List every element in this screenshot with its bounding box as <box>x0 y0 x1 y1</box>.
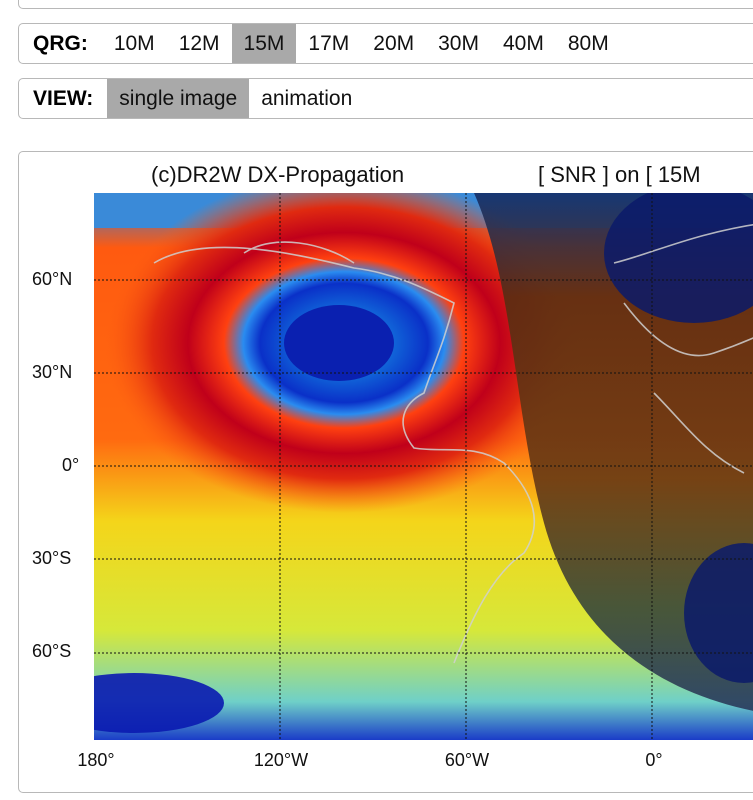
snr-center <box>284 305 394 381</box>
single-image-button[interactable]: single image <box>107 79 250 118</box>
propagation-map-image <box>94 193 753 740</box>
view-selector-label: VIEW: <box>33 86 94 110</box>
band-12m-button[interactable]: 12M <box>178 31 220 55</box>
map-subtitle: [ SNR ] on [ 15M <box>538 162 701 187</box>
band-selector-label: QRG: <box>33 31 88 55</box>
lon-label-0: 0° <box>645 750 663 770</box>
graticule <box>94 193 753 740</box>
lat-label-30s: 30°S <box>32 548 72 568</box>
band-selector-bar: QRG: 10M 12M 15M 17M 20M 30M 40M 80M <box>18 23 753 64</box>
band-17m-button[interactable]: 17M <box>308 31 350 55</box>
lon-label-180: 180° <box>77 750 115 770</box>
lat-label-30n: 30°N <box>32 362 73 382</box>
band-15m-button[interactable]: 15M <box>231 24 297 63</box>
lon-label-120w: 120°W <box>253 750 309 770</box>
view-selector-bar: VIEW: single image animation <box>18 78 753 119</box>
coastlines <box>153 223 753 664</box>
band-10m-button[interactable]: 10M <box>113 31 155 55</box>
top-panel-edge <box>18 0 753 9</box>
band-20m-button[interactable]: 20M <box>373 31 415 55</box>
animation-button[interactable]: animation <box>261 86 353 110</box>
band-80m-button[interactable]: 80M <box>567 31 609 55</box>
lat-label-60s: 60°S <box>32 641 72 661</box>
dark-region-europe <box>604 193 753 323</box>
dark-region-south <box>684 543 753 683</box>
band-30m-button[interactable]: 30M <box>438 31 479 55</box>
propagation-map-svg <box>94 193 753 740</box>
band-40m-button[interactable]: 40M <box>502 31 544 55</box>
blue-region-south <box>94 673 224 733</box>
lat-label-0: 0° <box>62 455 80 475</box>
map-title: (c)DR2W DX-Propagation <box>151 162 405 187</box>
lat-label-60n: 60°N <box>32 269 73 289</box>
lon-label-60w: 60°W <box>444 750 490 770</box>
